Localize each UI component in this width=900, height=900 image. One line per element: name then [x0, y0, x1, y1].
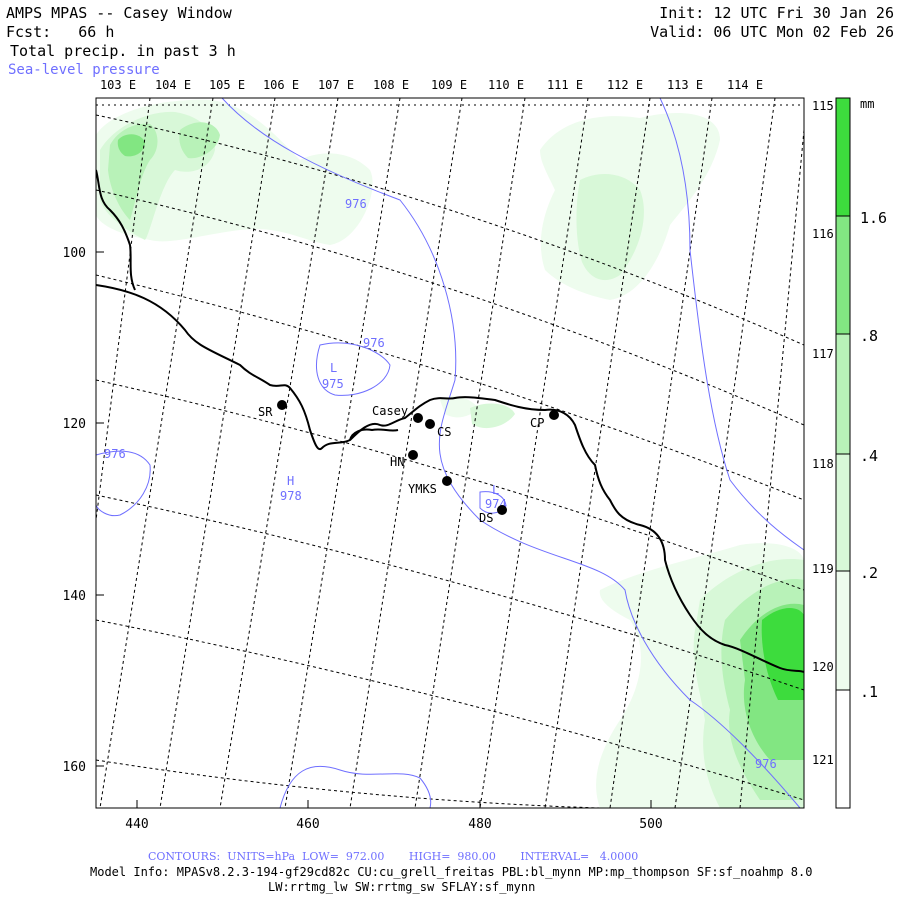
x-axis-labels: 440 460 480 500: [125, 817, 662, 832]
y-tick-label: 120: [63, 417, 86, 432]
y-tick-label: 160: [63, 760, 86, 775]
lon-label: 111 E: [547, 78, 583, 92]
isobars: [96, 98, 804, 808]
model-info-line2: LW:rrtmg_lw SW:rrtmg_sw SFLAY:sf_mynn: [268, 880, 536, 894]
lon-label: 109 E: [431, 78, 467, 92]
field-name: Total precip. in past 3 h: [10, 42, 236, 60]
high-pressure-marker: H: [287, 474, 294, 488]
forecast-hour: Fcst: 66 h: [6, 23, 115, 41]
colorbar-label: 1.6: [860, 209, 887, 227]
map-title: AMPS MPAS -- Casey Window: [6, 4, 232, 22]
x-tick-label: 460: [296, 817, 319, 832]
contour-info: CONTOURS: UNITS=hPa LOW= 972.00 HIGH= 98…: [148, 850, 639, 863]
axis-ticks: [96, 251, 652, 808]
low-pressure-marker: L: [492, 483, 499, 497]
lon-label: 113 E: [667, 78, 703, 92]
lon-label: 114 E: [727, 78, 763, 92]
graticule: [96, 98, 804, 808]
isobar-label: 976: [104, 447, 126, 461]
low-pressure-marker: L: [330, 361, 337, 375]
lon-label: 108 E: [373, 78, 409, 92]
x-tick-label: 500: [639, 817, 662, 832]
init-time: Init: 12 UTC Fri 30 Jan 26: [659, 4, 894, 22]
station-label: DS: [479, 511, 493, 525]
longitude-labels-top: 103 E 104 E 105 E 106 E 107 E 108 E 109 …: [100, 78, 763, 92]
precip-shading: [96, 99, 804, 808]
x-tick-label: 480: [468, 817, 491, 832]
station-dot: [425, 419, 435, 429]
pressure-labels: 976 976 L 975 976 H 978 L 974 976: [104, 197, 777, 771]
isobar-label: 976: [755, 757, 777, 771]
colorbar-unit: mm: [860, 97, 874, 111]
colorbar-label: .4: [860, 447, 878, 465]
lon-label: 103 E: [100, 78, 136, 92]
lon-label: 110 E: [488, 78, 524, 92]
y-axis-labels: 100 120 140 160: [63, 246, 86, 775]
model-info: Model Info: MPASv8.2.3-194-gf29cd82c CU:…: [90, 865, 813, 879]
lon-label: 112 E: [607, 78, 643, 92]
colorbar: mm 1.6 .8 .4 .2 .1: [835, 97, 887, 809]
low-pressure-value: 975: [322, 377, 344, 391]
station-dot: [413, 413, 423, 423]
station-dot: [408, 450, 418, 460]
lon-label: 106 E: [263, 78, 299, 92]
station-dot: [277, 400, 287, 410]
station-label: CS: [437, 425, 451, 439]
overlay-name: Sea-level pressure: [8, 62, 160, 78]
coastline: [96, 169, 804, 673]
plot-frame: [95, 97, 805, 809]
station-label: HN: [390, 455, 404, 469]
isobar-label: 976: [345, 197, 367, 211]
valid-time: Valid: 06 UTC Mon 02 Feb 26: [650, 23, 894, 41]
station-label: Casey: [372, 404, 408, 418]
stations: SR Casey CS CP HN YMKS DS: [258, 400, 559, 525]
x-tick-label: 440: [125, 817, 148, 832]
colorbar-label: .1: [860, 683, 878, 701]
station-dot: [442, 476, 452, 486]
station-label: SR: [258, 405, 273, 419]
station-dot: [549, 410, 559, 420]
y-tick-label: 100: [63, 246, 86, 261]
lon-label: 105 E: [209, 78, 245, 92]
station-label: YMKS: [408, 482, 437, 496]
lon-label: 107 E: [318, 78, 354, 92]
y-tick-label: 140: [63, 589, 86, 604]
colorbar-label: .2: [860, 564, 878, 582]
lon-label: 104 E: [155, 78, 191, 92]
high-pressure-value: 978: [280, 489, 302, 503]
isobar-label: 976: [363, 336, 385, 350]
colorbar-label: .8: [860, 327, 878, 345]
station-dot: [497, 505, 507, 515]
station-label: CP: [530, 416, 544, 430]
